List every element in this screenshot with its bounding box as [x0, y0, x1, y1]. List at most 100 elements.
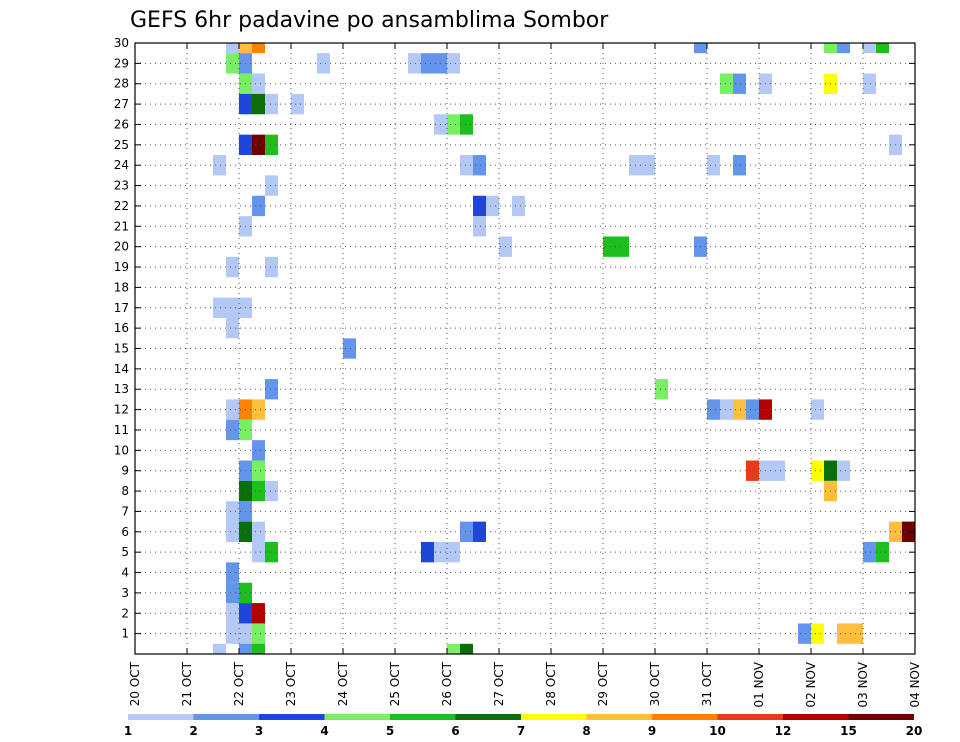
- precip-cell: [265, 541, 278, 563]
- x-tick-label: 03 NOV: [856, 661, 870, 707]
- precip-cell: [226, 297, 239, 318]
- precip-cell: [460, 155, 473, 176]
- chart-title: GEFS 6hr padavine po ansamblima Sombor: [130, 8, 609, 33]
- precip-cell: [213, 155, 226, 176]
- precip-cell: [837, 460, 850, 481]
- precip-cell: [811, 460, 824, 481]
- colorbar-label: 3: [255, 724, 263, 738]
- colorbar-label: 15: [840, 724, 857, 738]
- colorbar-swatch: [848, 714, 914, 720]
- precip-cell: [252, 480, 265, 502]
- precip-cell: [226, 562, 239, 583]
- x-tick-label: 30 OCT: [648, 661, 662, 706]
- precip-cells: [213, 43, 915, 654]
- precip-cell: [733, 73, 746, 94]
- precip-cell: [694, 43, 707, 54]
- precip-cell: [252, 521, 265, 542]
- precip-cell: [265, 379, 278, 400]
- precip-cell: [746, 399, 759, 420]
- precip-cell: [447, 541, 460, 563]
- precip-cell: [226, 521, 239, 542]
- precip-cell: [252, 73, 265, 94]
- colorbar-label: 6: [451, 724, 459, 738]
- precip-cell: [226, 317, 239, 339]
- x-tick-label: 31 OCT: [700, 661, 714, 706]
- precip-cell: [473, 521, 486, 542]
- precip-cell: [824, 43, 837, 54]
- precip-cell: [226, 501, 239, 522]
- colorbar-swatch: [717, 714, 783, 720]
- colorbar-swatch: [390, 714, 456, 720]
- precip-cell: [876, 43, 889, 54]
- precip-cell: [291, 93, 304, 115]
- colorbar-swatch: [455, 714, 521, 720]
- x-tick-label: 27 OCT: [492, 661, 506, 706]
- precip-cell: [603, 236, 616, 257]
- y-tick-label: 26: [114, 117, 129, 131]
- colorbar-label: 10: [709, 724, 726, 738]
- y-tick-label: 7: [121, 504, 129, 518]
- precip-cell: [317, 53, 330, 74]
- precip-cell: [265, 480, 278, 502]
- y-tick-label: 20: [114, 240, 129, 254]
- precip-cell: [447, 53, 460, 74]
- colorbar-label: 1: [124, 724, 132, 738]
- precip-cell: [733, 155, 746, 176]
- y-tick-label: 25: [114, 138, 129, 152]
- colorbar-swatch: [521, 714, 587, 720]
- colorbar-swatch: [783, 714, 849, 720]
- colorbar-label: 2: [189, 724, 197, 738]
- y-tick-label: 17: [114, 301, 129, 315]
- precip-cell: [876, 541, 889, 563]
- x-tick-label: 21 OCT: [180, 661, 194, 706]
- precip-cell: [252, 623, 265, 644]
- colorbar-label: 20: [906, 724, 923, 738]
- precip-cell: [226, 256, 239, 278]
- precip-cell: [837, 623, 850, 644]
- x-tick-label: 28 OCT: [544, 661, 558, 706]
- colorbar-label: 9: [648, 724, 656, 738]
- precip-cell: [811, 399, 824, 420]
- precip-cell: [720, 399, 733, 420]
- colorbar-label: 7: [517, 724, 525, 738]
- y-tick-label: 16: [114, 321, 129, 335]
- y-tick-label: 9: [121, 464, 129, 478]
- y-tick-label: 22: [114, 199, 129, 213]
- y-tick-label: 2: [121, 606, 129, 620]
- precip-cell: [239, 643, 252, 654]
- precip-cell: [252, 93, 265, 115]
- y-tick-label: 12: [114, 403, 129, 417]
- precip-cell: [460, 114, 473, 135]
- y-tick-label: 21: [114, 219, 129, 233]
- precip-cell: [265, 256, 278, 278]
- precip-cell: [343, 338, 356, 359]
- x-tick-label: 25 OCT: [388, 661, 402, 706]
- colorbar-swatch: [128, 714, 194, 720]
- precip-cell: [850, 623, 863, 644]
- precip-cell: [226, 582, 239, 604]
- y-tick-label: 29: [114, 56, 129, 70]
- precip-cell: [486, 195, 499, 217]
- precip-cell: [707, 399, 720, 420]
- x-tick-label: 22 OCT: [232, 661, 246, 706]
- precip-cell: [655, 379, 668, 400]
- precip-cell: [863, 43, 876, 54]
- colorbar-swatch: [586, 714, 652, 720]
- grid-lines: [135, 43, 915, 654]
- y-tick-label: 18: [114, 280, 129, 294]
- y-tick-label: 10: [114, 443, 129, 457]
- y-tick-label: 30: [114, 36, 129, 50]
- colorbar-label: 8: [582, 724, 590, 738]
- x-tick-label: 23 OCT: [284, 661, 298, 706]
- y-tick-label: 14: [114, 362, 129, 376]
- y-tick-label: 11: [114, 423, 129, 437]
- precip-cell: [460, 643, 473, 654]
- y-tick-label: 15: [114, 342, 129, 356]
- y-tick-label: 4: [121, 566, 129, 580]
- precip-cell: [252, 440, 265, 461]
- colorbar-swatch: [259, 714, 325, 720]
- y-axis-ticks: 1234567891011121314151617181920212223242…: [114, 36, 915, 641]
- colorbar-label: 12: [775, 724, 792, 738]
- precip-cell: [226, 623, 239, 644]
